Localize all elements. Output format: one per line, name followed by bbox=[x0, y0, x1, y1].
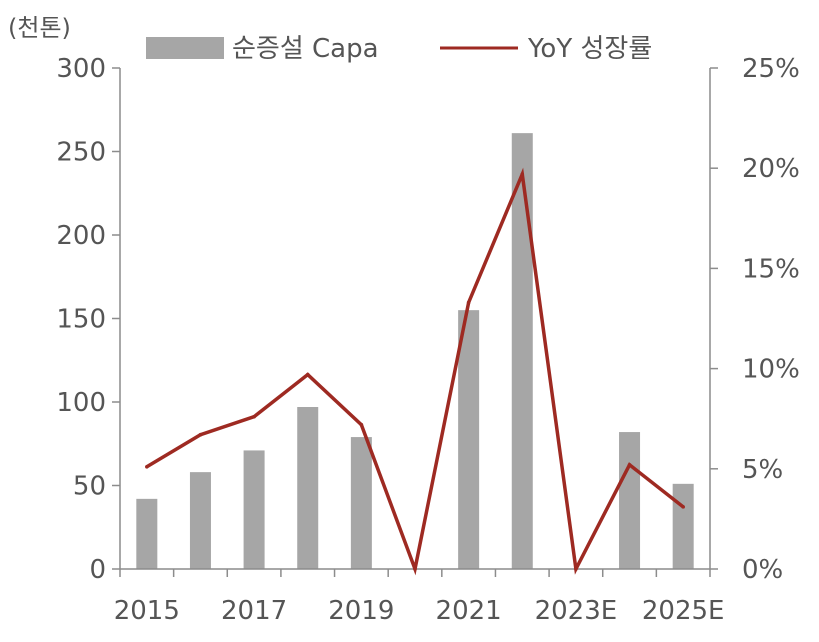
right-axis-tick-label: 15% bbox=[742, 254, 800, 284]
bar-2025E bbox=[672, 483, 694, 569]
yoy-point-2021 bbox=[466, 300, 471, 305]
left-axis-tick-label: 200 bbox=[56, 221, 106, 251]
left-axis-tick-label: 300 bbox=[56, 54, 106, 84]
left-axis-tick-label: 50 bbox=[73, 472, 106, 502]
yoy-point-2017 bbox=[252, 414, 256, 419]
yoy-point-2019 bbox=[359, 422, 364, 427]
right-axis-tick-label: 25% bbox=[742, 54, 800, 84]
yoy-point-2022 bbox=[520, 172, 525, 177]
left-axis-tick-label: 100 bbox=[56, 388, 106, 418]
yoy-point-2023E bbox=[574, 567, 578, 571]
bar-2024E bbox=[619, 432, 641, 569]
line-series bbox=[145, 167, 685, 576]
bar-2021 bbox=[458, 310, 480, 569]
yoy-growth-line bbox=[145, 167, 685, 576]
right-axis-tick-label: 5% bbox=[742, 455, 783, 485]
x-axis-tick-label: 2015 bbox=[114, 596, 180, 626]
legend-bar-swatch bbox=[146, 37, 224, 59]
legend-bar-label: 순증설 Capa bbox=[232, 34, 379, 64]
right-axis-tick-label: 10% bbox=[742, 355, 800, 385]
legend-line-label: YoY 성장률 bbox=[527, 34, 652, 64]
x-axis-tick-label: 2017 bbox=[221, 596, 287, 626]
x-axis-tick-label: 2019 bbox=[328, 596, 394, 626]
legend: 순증설 Capa YoY 성장률 bbox=[146, 34, 652, 64]
x-axis-tick-label: 2023E bbox=[535, 596, 618, 626]
yoy-point-2018 bbox=[305, 372, 310, 377]
right-axis-tick-label: 20% bbox=[742, 154, 800, 184]
axes: 0 50 100 150 200 250 300 0% 5% 10% 15% 20% 25% 2015 20… bbox=[56, 54, 799, 626]
right-axis-tick-label: 0% bbox=[742, 555, 783, 585]
yoy-point-2024E bbox=[627, 462, 632, 467]
bar-2016 bbox=[189, 472, 211, 569]
yoy-point-2016 bbox=[198, 432, 203, 437]
bar-2022 bbox=[511, 133, 533, 569]
x-axis-tick-label: 2025E bbox=[642, 596, 725, 626]
left-axis-tick-label: 150 bbox=[56, 305, 106, 335]
left-axis-unit-label: (천톤) bbox=[8, 14, 71, 42]
x-axis-tick-label: 2021 bbox=[436, 596, 502, 626]
left-axis-tick-label: 250 bbox=[56, 138, 106, 168]
yoy-point-2015 bbox=[145, 464, 149, 469]
yoy-point-2020 bbox=[413, 567, 417, 571]
bar-2015 bbox=[136, 498, 158, 569]
left-axis-tick-label: 0 bbox=[89, 555, 106, 585]
bar-series bbox=[136, 133, 694, 569]
bar-2019 bbox=[350, 437, 372, 569]
bar-2017 bbox=[243, 450, 265, 569]
yoy-point-2025E bbox=[681, 505, 685, 509]
bar-2018 bbox=[297, 407, 319, 569]
